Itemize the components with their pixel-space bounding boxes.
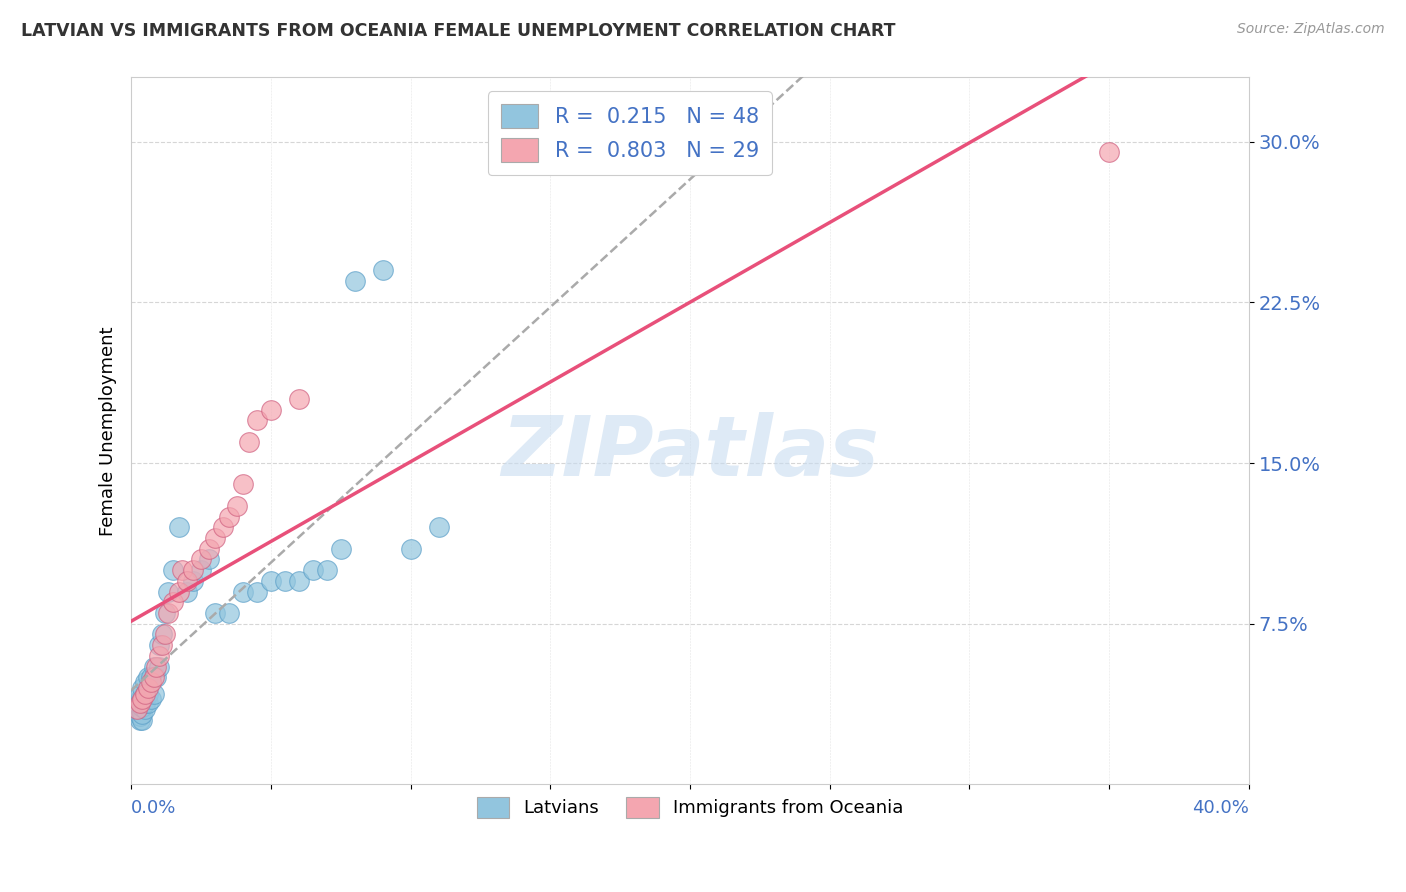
Point (128, 688, 150, 702)
Point (162, 595, 184, 609)
Point (399, 541, 422, 556)
Point (176, 584, 198, 599)
Point (125, 702, 148, 716)
Point (145, 659, 167, 673)
Point (134, 702, 156, 716)
Point (139, 670, 162, 684)
Point (125, 702, 148, 716)
Text: 40.0%: 40.0% (1192, 798, 1249, 817)
Point (315, 563, 337, 577)
Point (148, 648, 170, 663)
Point (136, 696, 159, 710)
Point (181, 563, 204, 577)
Point (1098, 145, 1121, 160)
Legend: Latvians, Immigrants from Oceania: Latvians, Immigrants from Oceania (470, 789, 911, 825)
Point (288, 574, 311, 588)
Point (238, 434, 260, 449)
Point (260, 402, 283, 417)
Point (131, 700, 153, 714)
Point (274, 574, 297, 588)
Text: 0.0%: 0.0% (131, 798, 177, 817)
Point (190, 552, 212, 566)
Point (302, 563, 325, 577)
Point (162, 563, 184, 577)
Point (142, 659, 165, 673)
Point (128, 696, 150, 710)
Point (131, 691, 153, 706)
Point (136, 688, 159, 702)
Point (131, 691, 153, 706)
Point (198, 552, 221, 566)
Point (212, 520, 235, 534)
Point (170, 563, 193, 577)
Point (232, 477, 254, 491)
Point (167, 520, 190, 534)
Point (134, 696, 156, 710)
Point (288, 392, 311, 406)
Point (226, 499, 249, 513)
Point (142, 688, 165, 702)
Point (139, 691, 162, 706)
Point (260, 574, 283, 588)
Point (153, 606, 176, 620)
Point (145, 670, 167, 684)
Point (198, 541, 221, 556)
Point (218, 606, 240, 620)
Point (204, 531, 226, 545)
Text: LATVIAN VS IMMIGRANTS FROM OCEANIA FEMALE UNEMPLOYMENT CORRELATION CHART: LATVIAN VS IMMIGRANTS FROM OCEANIA FEMAL… (21, 22, 896, 40)
Point (134, 688, 156, 702)
Point (131, 706, 153, 721)
Point (150, 638, 173, 652)
Point (176, 574, 198, 588)
Point (131, 713, 153, 727)
Text: Source: ZipAtlas.com: Source: ZipAtlas.com (1237, 22, 1385, 37)
Point (136, 670, 159, 684)
Point (139, 674, 162, 689)
Point (153, 627, 176, 641)
Point (131, 681, 153, 695)
Point (128, 709, 150, 723)
Point (232, 584, 254, 599)
Point (427, 520, 450, 534)
Point (142, 670, 165, 684)
Point (246, 413, 269, 427)
Point (125, 696, 148, 710)
Point (190, 563, 212, 577)
Point (148, 638, 170, 652)
Point (156, 606, 179, 620)
Point (371, 263, 394, 277)
Text: ZIPatlas: ZIPatlas (501, 411, 879, 492)
Point (156, 584, 179, 599)
Point (128, 691, 150, 706)
Point (148, 659, 170, 673)
Point (134, 674, 156, 689)
Point (343, 274, 366, 288)
Point (204, 606, 226, 620)
Y-axis label: Female Unemployment: Female Unemployment (100, 326, 117, 536)
Point (128, 713, 150, 727)
Point (150, 627, 173, 641)
Point (167, 584, 190, 599)
Point (136, 681, 159, 695)
Point (246, 584, 269, 599)
Point (134, 688, 156, 702)
Point (329, 541, 352, 556)
Point (181, 574, 204, 588)
Point (218, 509, 240, 524)
